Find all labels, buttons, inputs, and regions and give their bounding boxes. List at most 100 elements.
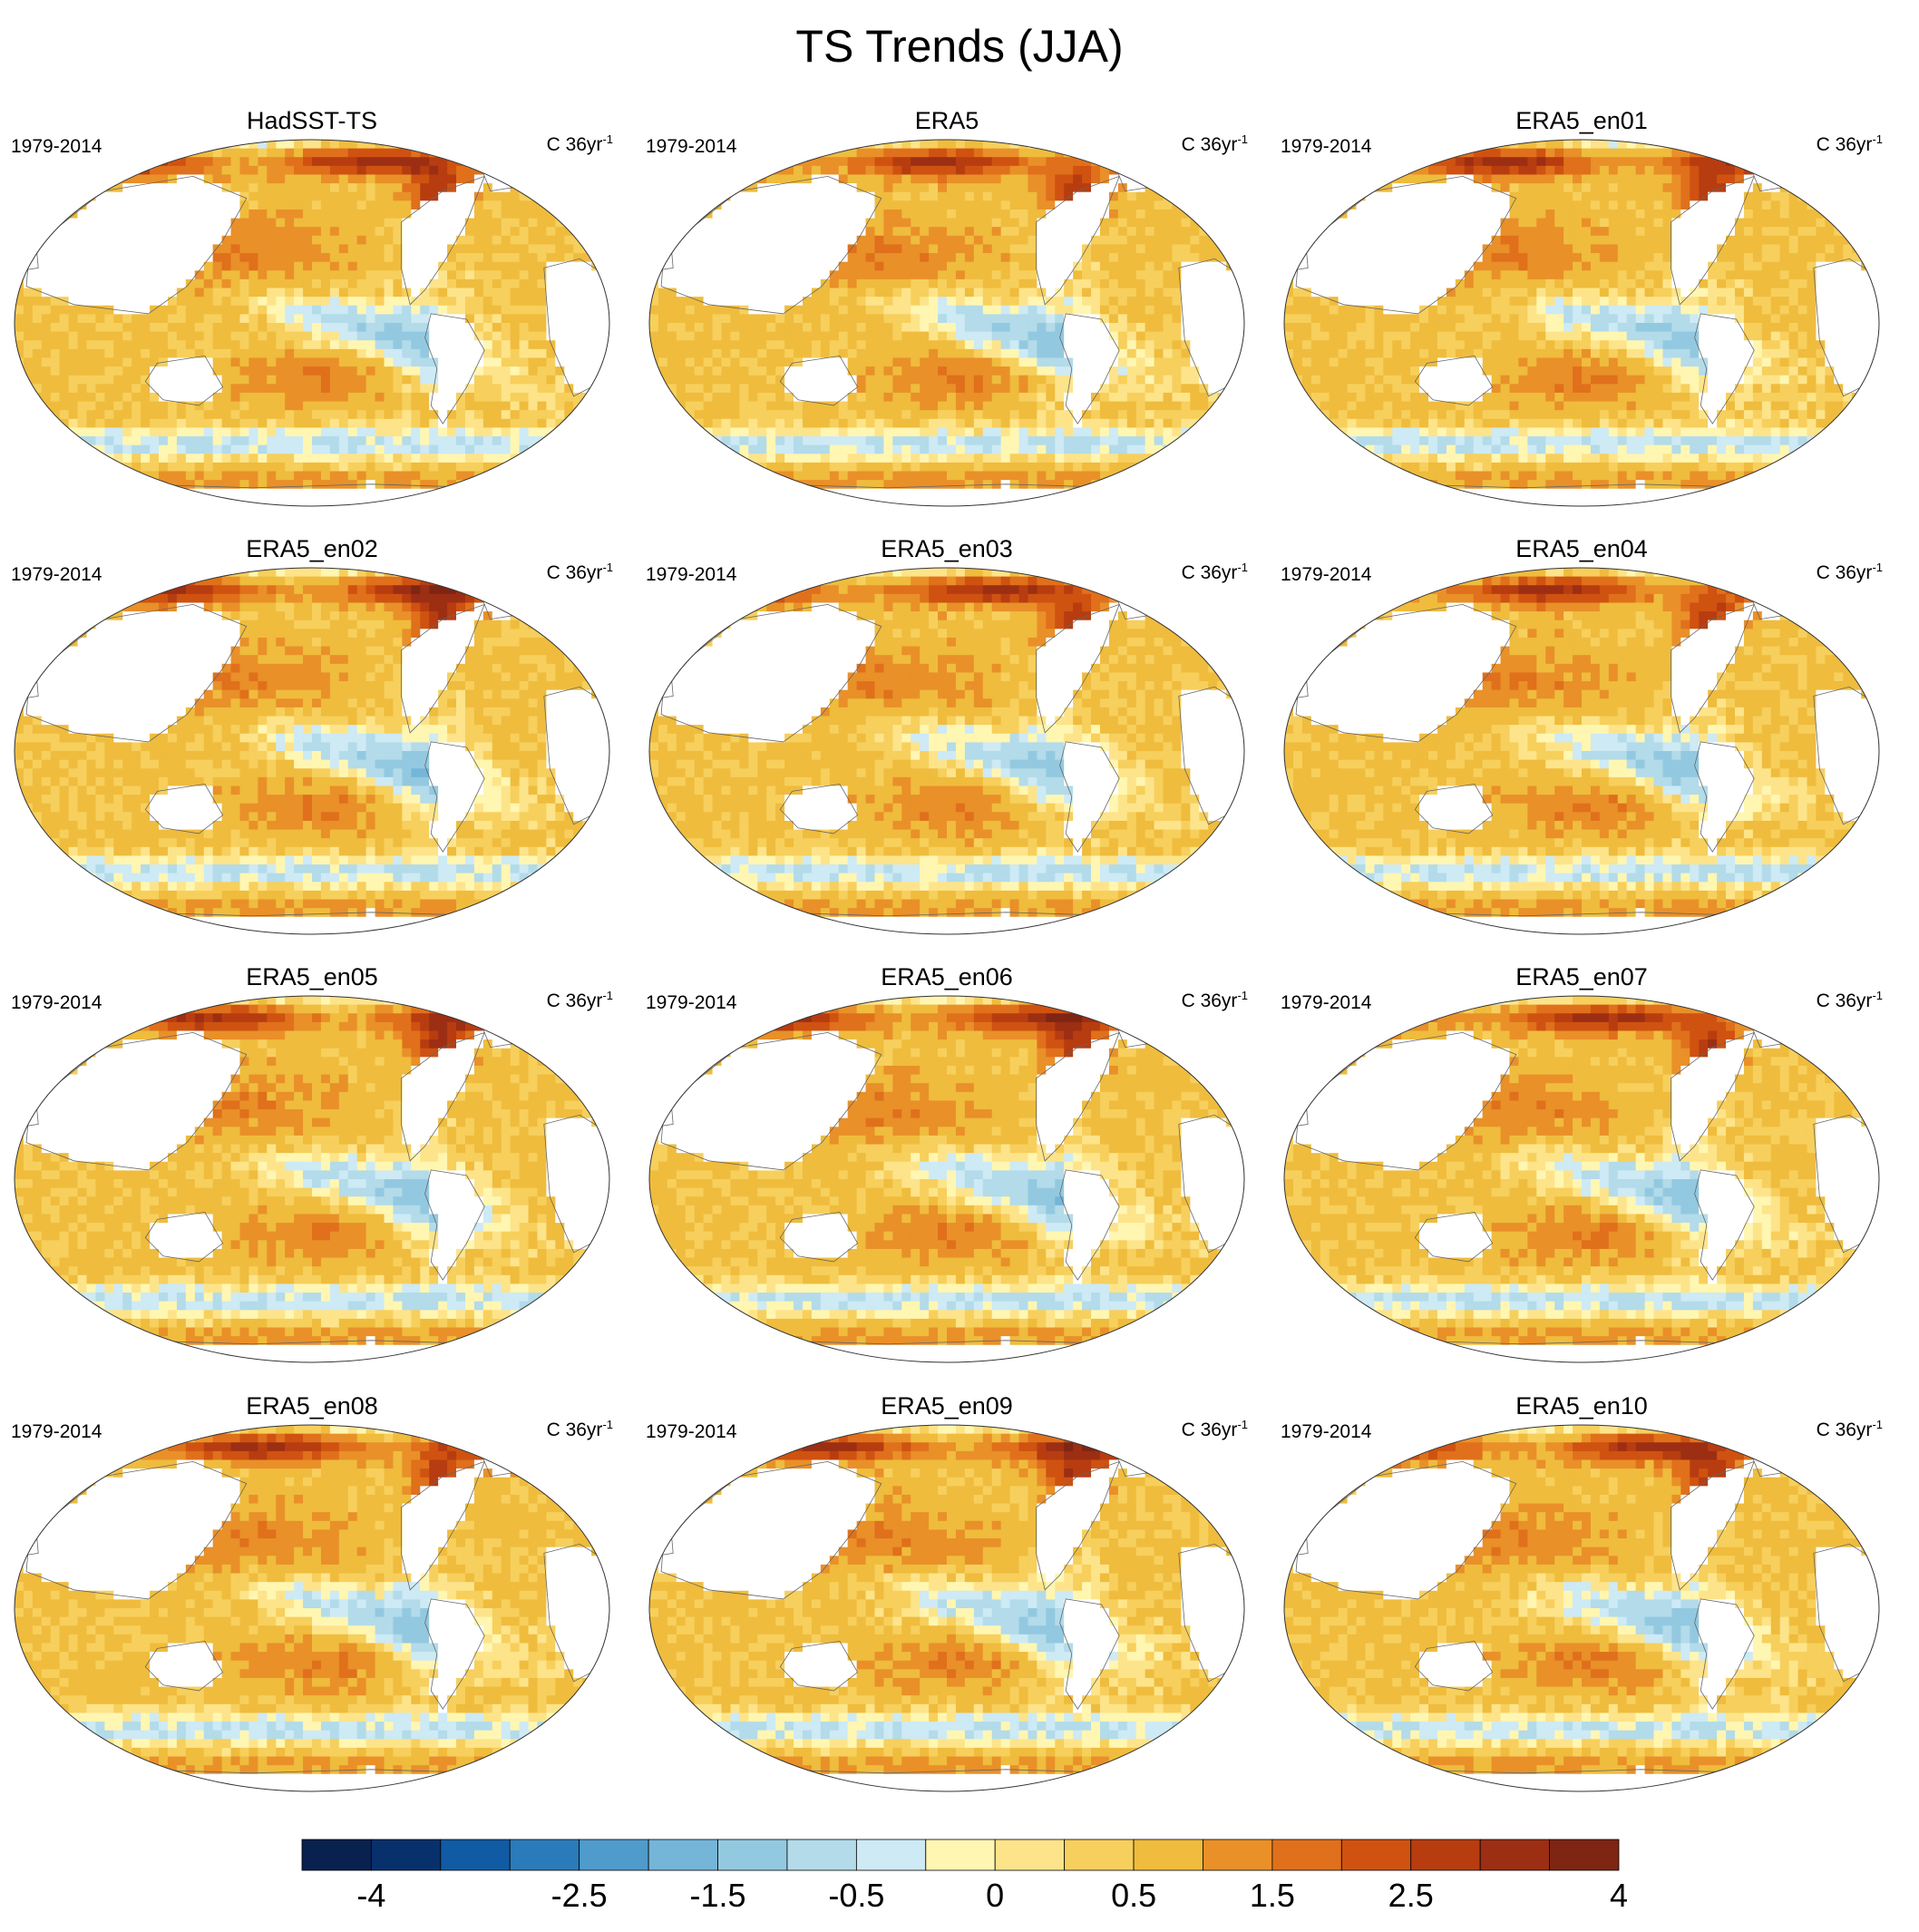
trend-cell (1000, 314, 1011, 324)
trend-cell (365, 384, 376, 394)
trend-cell (784, 140, 794, 150)
trend-cell (41, 348, 52, 359)
trend-cell (312, 270, 322, 280)
land-cell (167, 183, 178, 193)
trend-cell (1091, 253, 1101, 263)
trend-cell (1145, 200, 1155, 210)
trend-cell (113, 323, 123, 333)
trend-cell (920, 244, 930, 254)
land-cell (775, 218, 785, 228)
trend-cell (420, 165, 430, 176)
land-cell (1073, 200, 1083, 210)
land-cell (86, 244, 97, 254)
trend-cell (438, 436, 448, 446)
trend-cell (375, 191, 385, 201)
trend-cell (739, 340, 749, 350)
trend-cell (473, 444, 484, 454)
land-cell (185, 227, 196, 237)
trend-cell (1000, 183, 1011, 193)
trend-cell (1163, 148, 1174, 158)
trend-cell (447, 278, 457, 289)
trend-cell (920, 314, 930, 324)
land-cell (464, 366, 475, 376)
trend-cell (1108, 331, 1119, 341)
trend-cell (938, 253, 948, 263)
trend-cell (510, 305, 521, 315)
trend-cell (221, 253, 232, 263)
land-cell (564, 348, 574, 359)
trend-cell (429, 366, 439, 376)
trend-cell (847, 297, 858, 307)
trend-cell (694, 314, 705, 324)
land-cell (375, 488, 385, 498)
trend-cell (1181, 375, 1191, 385)
trend-cell (1055, 183, 1065, 193)
trend-cell (86, 462, 97, 473)
trend-cell (365, 348, 376, 359)
trend-cell (294, 200, 304, 210)
trend-cell (167, 410, 178, 420)
land-cell (1082, 384, 1092, 394)
land-cell (564, 323, 574, 333)
trend-cell (212, 454, 223, 463)
land-cell (1199, 297, 1209, 307)
trend-cell (564, 418, 574, 429)
coastline (400, 175, 485, 306)
trend-cell (703, 357, 714, 367)
trend-cell (1126, 401, 1137, 411)
land-cell (113, 253, 123, 263)
trend-cell (838, 340, 849, 350)
trend-cell (920, 227, 930, 237)
trend-cell (1055, 305, 1065, 315)
trend-cell (1154, 157, 1164, 167)
land-cell (104, 270, 114, 280)
trend-cell (267, 357, 277, 367)
trend-cell (766, 392, 776, 403)
trend-cell (356, 227, 367, 237)
trend-cell (320, 235, 331, 246)
trend-cell (303, 357, 313, 367)
land-cell (829, 235, 840, 246)
trend-cell (50, 174, 61, 184)
trend-cell (384, 165, 395, 176)
trend-cell (258, 183, 268, 193)
land-cell (185, 357, 196, 367)
trend-cell (122, 323, 132, 333)
trend-cell (1135, 410, 1146, 420)
trend-cell (1000, 375, 1011, 385)
trend-cell (519, 218, 530, 228)
land-cell (464, 183, 475, 193)
trend-cell (239, 288, 250, 298)
trend-cell (582, 418, 592, 429)
trend-cell (658, 348, 668, 359)
trend-cell (41, 174, 52, 184)
land-cell (600, 340, 609, 350)
trend-cell (68, 384, 79, 394)
trend-cell (955, 235, 966, 246)
trend-cell (365, 454, 376, 463)
trend-cell (938, 157, 948, 167)
trend-cell (1154, 384, 1164, 394)
trend-cell (267, 462, 277, 473)
land-cell (456, 348, 466, 359)
trend-cell (1108, 209, 1119, 220)
trend-cell (829, 340, 840, 350)
land-cell (141, 488, 151, 498)
trend-cell (32, 462, 43, 473)
trend-cell (920, 288, 930, 298)
trend-cell (1117, 305, 1128, 315)
trend-cell (473, 375, 484, 385)
trend-cell (312, 288, 322, 298)
trend-cell (892, 297, 902, 307)
trend-cell (384, 288, 395, 298)
trend-cell (356, 305, 367, 315)
trend-cell (384, 323, 395, 333)
trend-cell (685, 157, 696, 167)
trend-cell (375, 174, 385, 184)
trend-cell (438, 148, 448, 158)
trend-cell (375, 244, 385, 254)
trend-cell (892, 323, 902, 333)
land-cell (582, 384, 592, 394)
trend-cell (77, 418, 88, 429)
land-cell (167, 218, 178, 228)
